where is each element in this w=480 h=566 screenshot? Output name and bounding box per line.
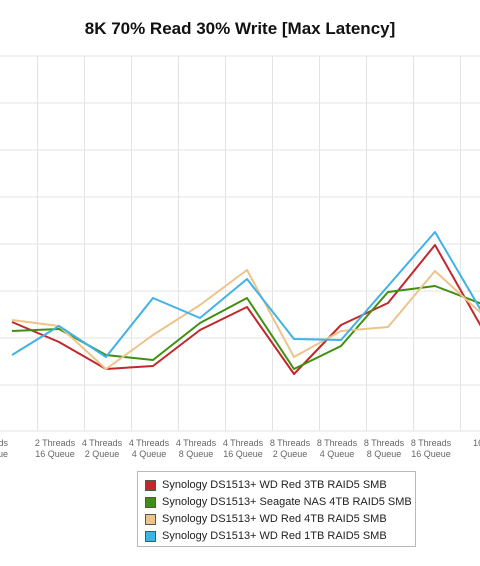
x-tick-label: 4 Threads — [223, 438, 264, 448]
series-line-0[interactable] — [11, 244, 480, 375]
x-tick-label: 4 Queue — [132, 449, 167, 459]
x-tick-label: 16 — [473, 438, 480, 448]
legend-label: Synology DS1513+ Seagate NAS 4TB RAID5 S… — [162, 496, 412, 508]
legend-label: Synology DS1513+ WD Red 1TB RAID5 SMB — [162, 530, 387, 542]
x-tick-label: 16 Queue — [411, 449, 451, 459]
x-tick-label: 4 Queue — [320, 449, 355, 459]
legend-swatch — [145, 530, 156, 542]
x-tick-label: 2 Threads — [35, 438, 76, 448]
x-tick-label: 2 Queue — [85, 449, 120, 459]
chart-title: 8K 70% Read 30% Write [Max Latency] — [84, 19, 396, 38]
x-tick-label: 4 Threads — [176, 438, 217, 448]
x-tick-label: 4 Threads — [82, 438, 123, 448]
x-tick-label: 8 Threads — [270, 438, 311, 448]
legend-swatch — [145, 479, 156, 491]
legend: Synology DS1513+ WD Red 3TB RAID5 SMB Sy… — [137, 471, 416, 547]
legend-swatch — [145, 513, 156, 525]
legend-item-wd-red-4tb[interactable]: Synology DS1513+ WD Red 4TB RAID5 SMB — [145, 511, 387, 527]
legend-label: Synology DS1513+ WD Red 4TB RAID5 SMB — [162, 513, 387, 525]
x-tick-label: Queue — [0, 449, 8, 459]
legend-swatch — [145, 496, 156, 508]
x-tick-label: 8 Threads — [317, 438, 358, 448]
x-tick-label: Threads — [0, 438, 8, 448]
legend-item-wd-red-1tb[interactable]: Synology DS1513+ WD Red 1TB RAID5 SMB — [145, 528, 387, 544]
x-tick-label: 2 Queue — [273, 449, 308, 459]
x-tick-label: 8 Threads — [364, 438, 405, 448]
x-tick-label: 16 Queue — [223, 449, 263, 459]
x-tick-label: 8 Queue — [367, 449, 402, 459]
x-tick-label: 8 Threads — [411, 438, 452, 448]
legend-item-seagate-nas-4tb[interactable]: Synology DS1513+ Seagate NAS 4TB RAID5 S… — [145, 494, 412, 510]
series-line-1[interactable] — [11, 285, 480, 370]
legend-item-wd-red-3tb[interactable]: Synology DS1513+ WD Red 3TB RAID5 SMB — [145, 477, 387, 493]
x-tick-label: 8 Queue — [179, 449, 214, 459]
x-tick-label: 4 Threads — [129, 438, 170, 448]
series-lines — [11, 231, 480, 375]
legend-label: Synology DS1513+ WD Red 3TB RAID5 SMB — [162, 479, 387, 491]
series-line-2[interactable] — [11, 269, 480, 370]
series-line-3[interactable] — [11, 231, 480, 358]
x-tick-label: 16 Queue — [35, 449, 75, 459]
grid-lines — [0, 55, 480, 432]
